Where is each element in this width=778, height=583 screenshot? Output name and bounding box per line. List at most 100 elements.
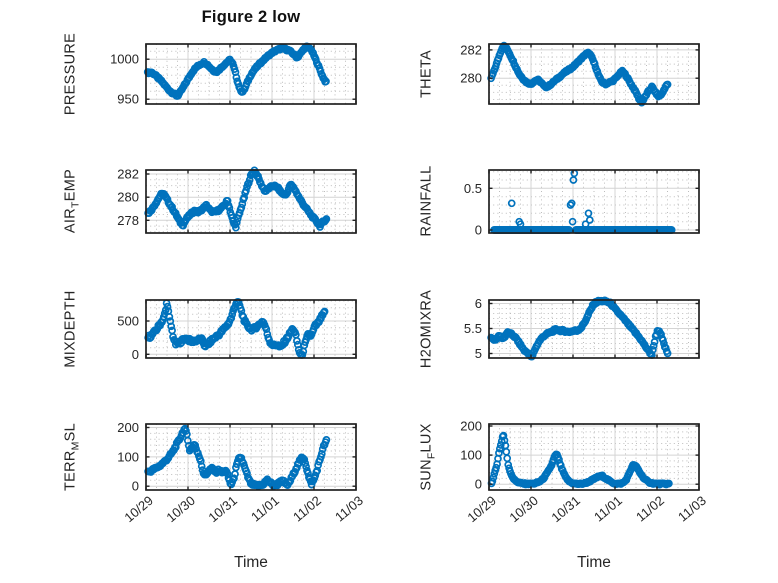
tick-marks xyxy=(488,300,700,358)
data-marker xyxy=(225,204,234,212)
tick-marks xyxy=(488,424,700,490)
x-tick-label: 10/29 xyxy=(464,493,499,525)
data-marker xyxy=(649,341,658,350)
data-marker xyxy=(163,302,172,311)
x-tick-label: 10/30 xyxy=(506,493,541,525)
data-marker xyxy=(223,196,232,205)
y-tick-label: 5.5 xyxy=(464,321,482,336)
subplot-rainfall: 00.5 xyxy=(464,169,700,238)
y-tick-label: 6 xyxy=(475,296,482,311)
tick-marks xyxy=(145,424,357,490)
tick-marks xyxy=(145,44,357,104)
figure-title: Figure 2 low xyxy=(201,8,301,26)
y-tick-label: 200 xyxy=(460,419,482,434)
data-marker xyxy=(317,450,326,458)
data-marker xyxy=(496,441,505,449)
tick-marks xyxy=(488,44,700,104)
data-marker xyxy=(499,431,508,440)
data-marker xyxy=(230,474,238,483)
data-marker xyxy=(495,449,503,457)
tick-marks xyxy=(145,170,357,233)
subplot-pressure: 950 1000 xyxy=(110,42,357,107)
subplot-terr_msl: 0 100 200 10/29 10/30 10/31 11/01 11/02 11/03 xyxy=(117,420,366,525)
data-marker xyxy=(293,463,301,472)
data-marker xyxy=(663,349,672,358)
data-marker xyxy=(300,455,309,464)
data-marker xyxy=(237,203,246,212)
x-tick-label: 11/03 xyxy=(675,493,709,525)
x-tick-label: 11/03 xyxy=(332,493,366,525)
data-marker xyxy=(322,436,331,444)
y-tick-label: 5 xyxy=(475,346,482,361)
y-tick-label: 282 xyxy=(117,167,139,182)
data-marker xyxy=(232,218,241,227)
x-tick-label: 11/01 xyxy=(591,493,625,525)
data-marker xyxy=(504,460,513,469)
data-marker xyxy=(197,462,206,471)
data-marker xyxy=(492,463,500,472)
data-marker xyxy=(660,339,668,348)
data-marker xyxy=(322,77,330,86)
minor-grid xyxy=(489,170,699,233)
axes-box xyxy=(145,169,357,234)
terr_msl-series xyxy=(144,424,331,491)
x-tick-label: 10/31 xyxy=(548,493,583,525)
data-marker xyxy=(318,445,327,453)
data-marker xyxy=(585,216,594,224)
subplot-theta: 280 282 xyxy=(460,41,700,107)
data-marker xyxy=(659,336,667,344)
data-marker xyxy=(567,199,576,208)
xlabel-time-left: Time xyxy=(234,554,268,571)
xlabel-time-right: Time xyxy=(577,554,611,571)
data-marker xyxy=(568,217,577,226)
data-marker xyxy=(322,215,331,223)
data-marker xyxy=(665,479,673,488)
data-marker xyxy=(191,441,200,450)
data-marker xyxy=(240,193,249,202)
axes-box xyxy=(488,423,700,491)
y-tick-label: 0 xyxy=(132,347,139,362)
axes-box xyxy=(488,169,700,234)
y-tick-label: 200 xyxy=(117,420,139,435)
y-tick-label: 278 xyxy=(117,213,139,228)
data-marker xyxy=(262,325,271,334)
y-tick-label: 950 xyxy=(117,92,139,107)
x-tick-label: 11/01 xyxy=(248,493,282,525)
data-marker xyxy=(495,444,504,453)
data-marker xyxy=(503,454,512,463)
subplot-mixdepth: 0 500 xyxy=(117,297,357,362)
axes-box xyxy=(488,43,700,105)
y-tick-label: 1000 xyxy=(110,52,139,67)
data-marker xyxy=(284,332,293,341)
y-tick-label: 0 xyxy=(475,477,482,492)
y-tick-label: 280 xyxy=(460,71,482,86)
data-marker xyxy=(227,314,236,323)
data-marker xyxy=(663,80,672,89)
data-marker xyxy=(165,312,174,321)
y-tick-label: 0 xyxy=(475,223,482,238)
data-marker xyxy=(516,220,525,229)
data-marker xyxy=(320,307,329,316)
data-marker xyxy=(584,209,593,218)
theta-series xyxy=(487,41,672,107)
axes-box xyxy=(145,299,357,359)
data-marker xyxy=(301,459,310,467)
data-marker xyxy=(302,462,310,471)
subplot-sun_flux: 0 100 200 10/29 10/30 10/31 11/01 11/02 11/03 xyxy=(460,419,709,526)
data-marker xyxy=(167,322,176,331)
data-marker xyxy=(182,427,190,435)
data-marker xyxy=(570,169,579,178)
subplot-h2omixra: 55.56 xyxy=(464,296,700,361)
mixdepth-series xyxy=(144,297,329,359)
x-tick-label: 11/02 xyxy=(290,493,324,525)
data-marker xyxy=(242,186,250,195)
pressure-series xyxy=(143,42,330,100)
y-tick-label: 0.5 xyxy=(464,181,482,196)
x-tick-label: 10/31 xyxy=(205,493,240,525)
y-tick-label: 100 xyxy=(117,449,139,464)
y-tick-label: 500 xyxy=(117,314,139,329)
data-marker xyxy=(581,220,590,229)
tick-marks xyxy=(488,170,700,233)
data-marker xyxy=(507,199,516,208)
